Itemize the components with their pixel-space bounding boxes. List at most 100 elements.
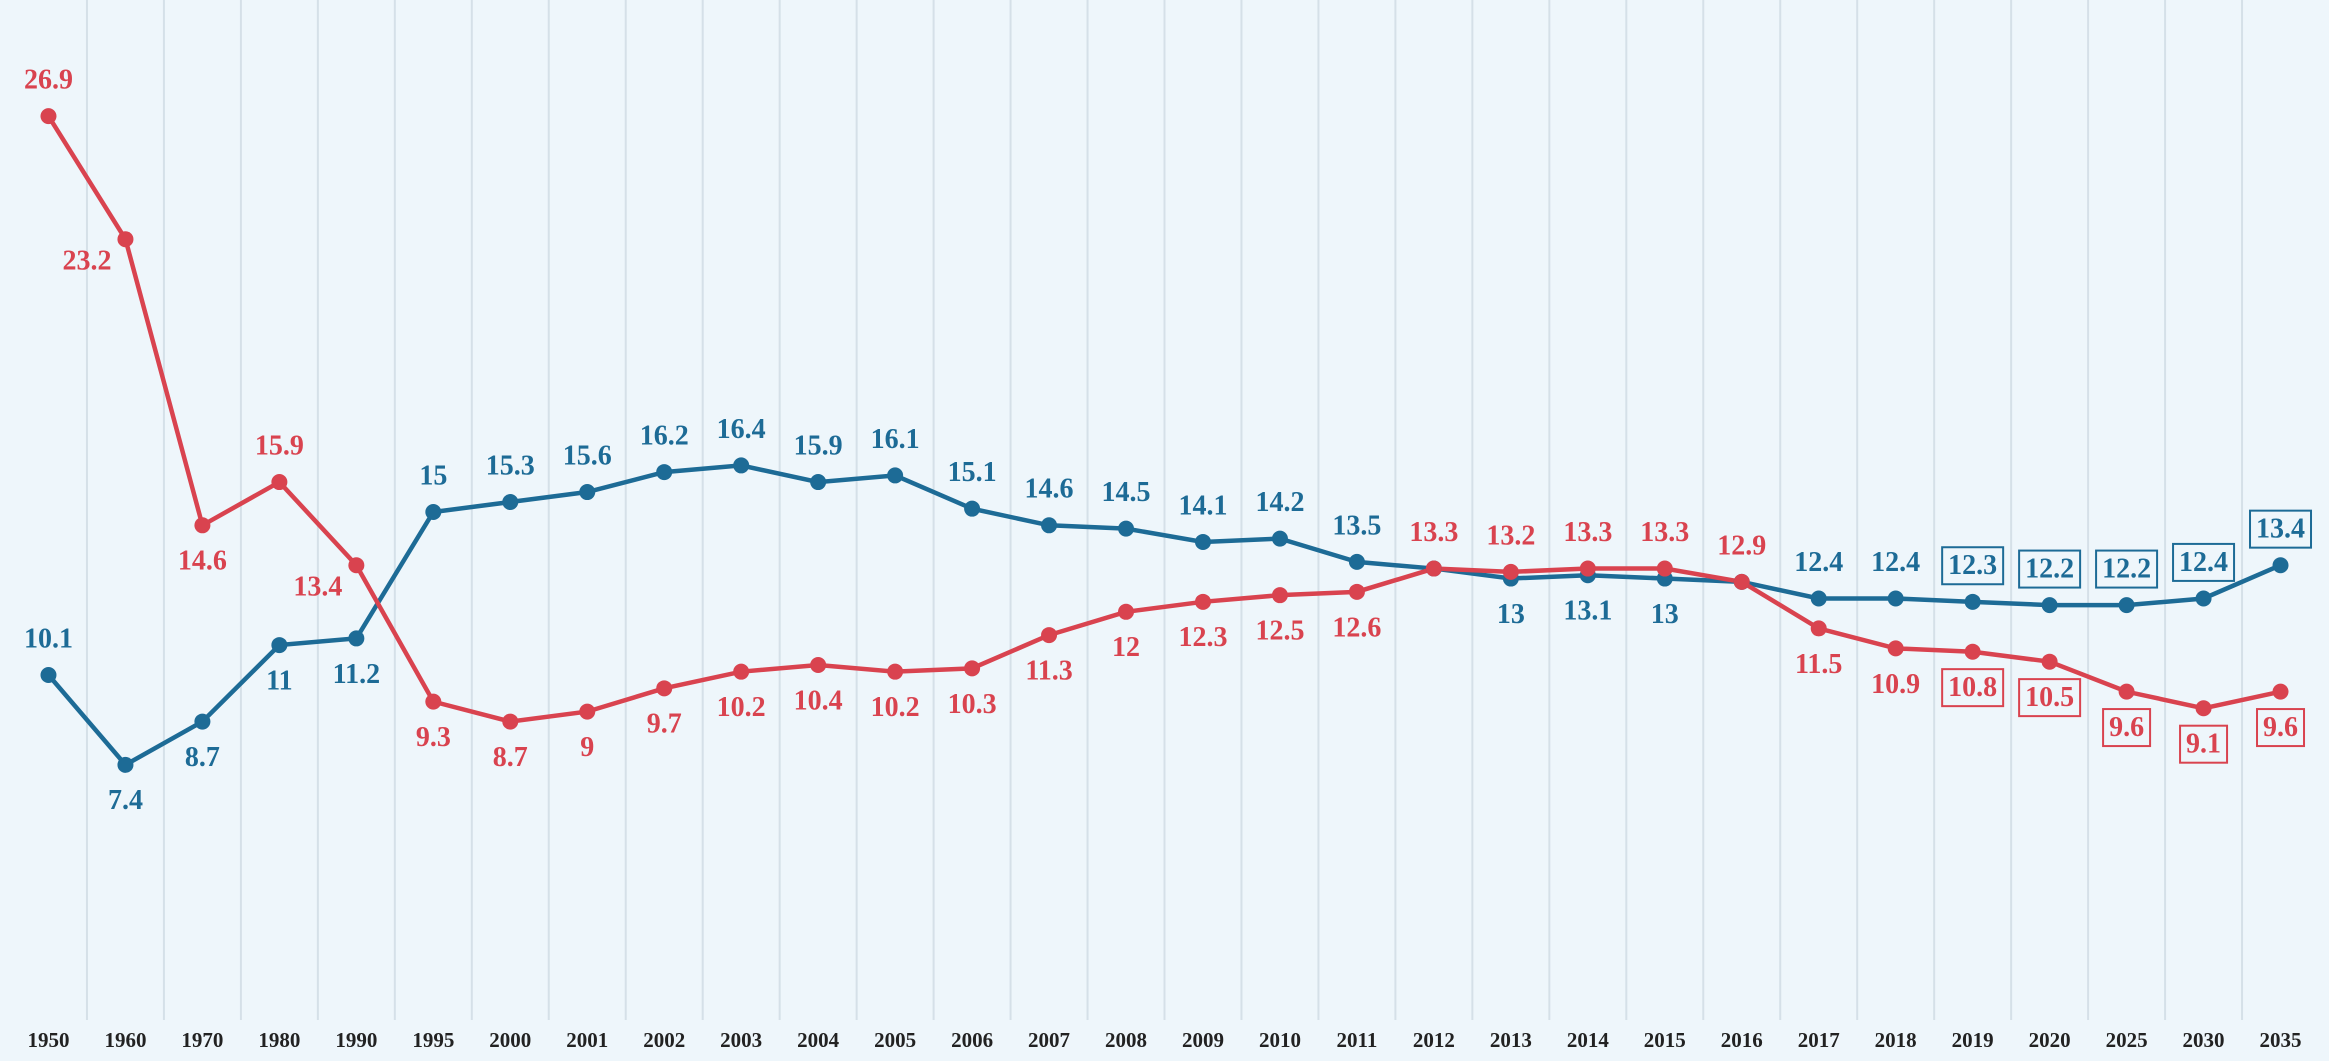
point <box>2118 683 2135 700</box>
point <box>1271 587 1288 604</box>
label-box <box>2018 549 2082 589</box>
point <box>2118 597 2135 614</box>
data-label: 14.6 <box>178 546 227 577</box>
point <box>2195 700 2212 717</box>
point <box>964 500 981 517</box>
x-tick-label: 1990 <box>335 1028 377 1052</box>
data-label: 16.1 <box>871 424 920 455</box>
label-box <box>2179 724 2229 764</box>
point <box>194 517 211 534</box>
point <box>1733 573 1750 590</box>
data-label: 13.3 <box>1563 517 1612 548</box>
x-tick-label: 2001 <box>566 1028 608 1052</box>
x-tick-label: 2011 <box>1336 1028 1377 1052</box>
data-label: 11 <box>266 665 292 696</box>
data-label: 11.3 <box>1025 656 1072 687</box>
data-label: 13 <box>1497 599 1525 630</box>
data-label: 14.6 <box>1025 474 1074 505</box>
point <box>1194 533 1211 550</box>
data-label: 23.2 <box>62 246 111 277</box>
point <box>348 557 365 574</box>
point <box>2041 597 2058 614</box>
point <box>656 680 673 697</box>
data-label: 13.4 <box>293 572 342 603</box>
point <box>1194 593 1211 610</box>
x-tick-label: 2012 <box>1413 1028 1455 1052</box>
x-tick-label: 2015 <box>1644 1028 1686 1052</box>
data-label: 14.5 <box>1102 477 1151 508</box>
data-label: 10.8 <box>1948 672 1997 703</box>
data-label: 13.5 <box>1332 510 1381 541</box>
data-label: 15.1 <box>948 457 997 488</box>
x-tick-label: 1960 <box>104 1028 146 1052</box>
data-label: 12.4 <box>1794 547 1843 578</box>
point <box>40 667 57 684</box>
data-label: 9.1 <box>2186 729 2221 760</box>
data-label: 13.3 <box>1409 517 1458 548</box>
point <box>117 231 134 248</box>
data-label: 8.7 <box>493 742 528 773</box>
point <box>1964 643 1981 660</box>
point <box>2041 653 2058 670</box>
data-label: 11.5 <box>1795 649 1842 680</box>
line <box>46 463 2282 768</box>
x-tick-label: 2013 <box>1490 1028 1532 1052</box>
x-tick-label: 1980 <box>258 1028 300 1052</box>
x-tick-label: 2019 <box>1952 1028 1994 1052</box>
data-label: 12 <box>1112 632 1140 663</box>
data-label: 13.2 <box>1486 520 1535 551</box>
data-label: 9 <box>580 732 594 763</box>
data-label: 13.3 <box>1640 517 1689 548</box>
data-label: 26.9 <box>24 65 73 96</box>
x-tick-label: 2003 <box>720 1028 762 1052</box>
point <box>1810 620 1827 637</box>
data-label: 12.5 <box>1255 616 1304 647</box>
label-box <box>2095 549 2159 589</box>
point <box>964 660 981 677</box>
point <box>117 756 134 773</box>
data-label: 7.4 <box>108 785 143 816</box>
data-label: 14.1 <box>1178 490 1227 521</box>
point <box>733 457 750 474</box>
point <box>40 108 57 125</box>
data-label: 11.2 <box>333 659 380 690</box>
point <box>348 630 365 647</box>
point <box>271 637 288 654</box>
x-tick-label: 2002 <box>643 1028 685 1052</box>
point <box>502 494 519 511</box>
data-label: 14.2 <box>1255 487 1304 518</box>
point <box>1964 593 1981 610</box>
label-box <box>2102 708 2152 748</box>
x-tick-label: 2017 <box>1798 1028 1840 1052</box>
point <box>1887 590 1904 607</box>
x-tick-label: 2006 <box>951 1028 993 1052</box>
data-label: 12.3 <box>1178 622 1227 653</box>
x-tick-label: 1950 <box>27 1028 69 1052</box>
data-label: 10.9 <box>1871 669 1920 700</box>
data-label: 9.3 <box>416 722 451 753</box>
point <box>2272 557 2289 574</box>
data-label: 13 <box>1651 599 1679 630</box>
data-label: 12.4 <box>2179 547 2228 578</box>
x-tick-label: 2035 <box>2260 1028 2302 1052</box>
point <box>1348 553 1365 570</box>
point <box>1348 583 1365 600</box>
data-label: 10.4 <box>794 685 843 716</box>
x-tick-label: 2014 <box>1567 1028 1610 1052</box>
point <box>733 663 750 680</box>
point <box>271 474 288 491</box>
data-label: 12.3 <box>1948 550 1997 581</box>
data-label: 12.4 <box>1871 547 1920 578</box>
x-tick-label: 2016 <box>1721 1028 1763 1052</box>
label-box <box>2018 678 2082 718</box>
data-label: 15.9 <box>255 430 304 461</box>
data-label: 9.6 <box>2263 712 2298 743</box>
point <box>1579 560 1596 577</box>
data-label: 15.9 <box>794 430 843 461</box>
x-tick-label: 2000 <box>489 1028 531 1052</box>
x-tick-label: 2008 <box>1105 1028 1147 1052</box>
data-label: 10.3 <box>948 689 997 720</box>
x-tick-label: 2010 <box>1259 1028 1301 1052</box>
x-tick-label: 2007 <box>1028 1028 1070 1052</box>
x-tick-label: 2018 <box>1875 1028 1917 1052</box>
